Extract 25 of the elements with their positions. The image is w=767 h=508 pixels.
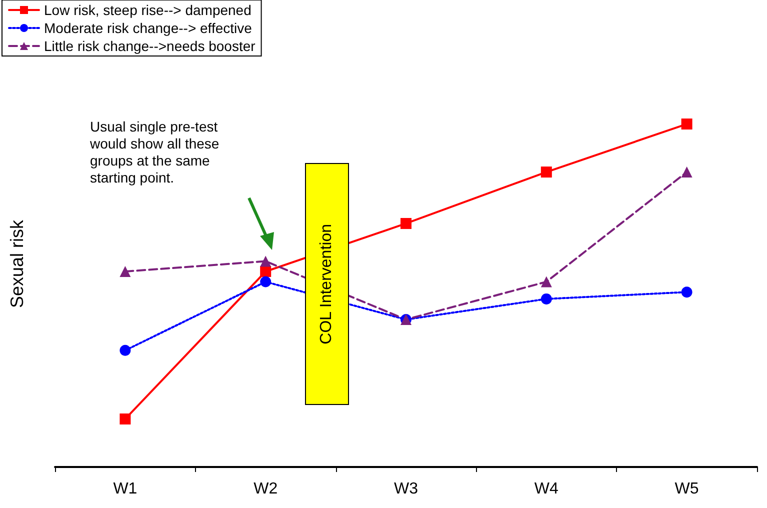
point [400,218,412,229]
point [540,276,552,288]
point [540,293,552,304]
label-box: COL Intervention [305,163,349,405]
x-tick-label: W5 [674,480,699,498]
point [681,118,692,130]
point [260,266,272,277]
y-axis-title: Sexual risk [7,219,27,308]
legend-label: Moderate risk change--> effective [44,20,252,36]
x-tick-label: W2 [254,480,278,498]
point [681,286,692,298]
annotation: Usual single pre-test would show all these groups at the same starting point. [89,118,220,186]
point [260,276,272,288]
point [540,166,552,178]
legend-label: Low risk, steep rise--> dampened [44,2,252,18]
point [260,256,272,267]
x-tick-label: W4 [534,480,558,498]
point [120,344,131,356]
point [120,413,131,424]
annotation: COL Intervention [318,224,336,344]
x-tick-label: W3 [394,480,418,498]
x-tick-label: W1 [113,480,138,498]
point [681,166,692,178]
point [120,266,131,277]
legend-label: Little risk change-->needs booster [44,38,256,54]
